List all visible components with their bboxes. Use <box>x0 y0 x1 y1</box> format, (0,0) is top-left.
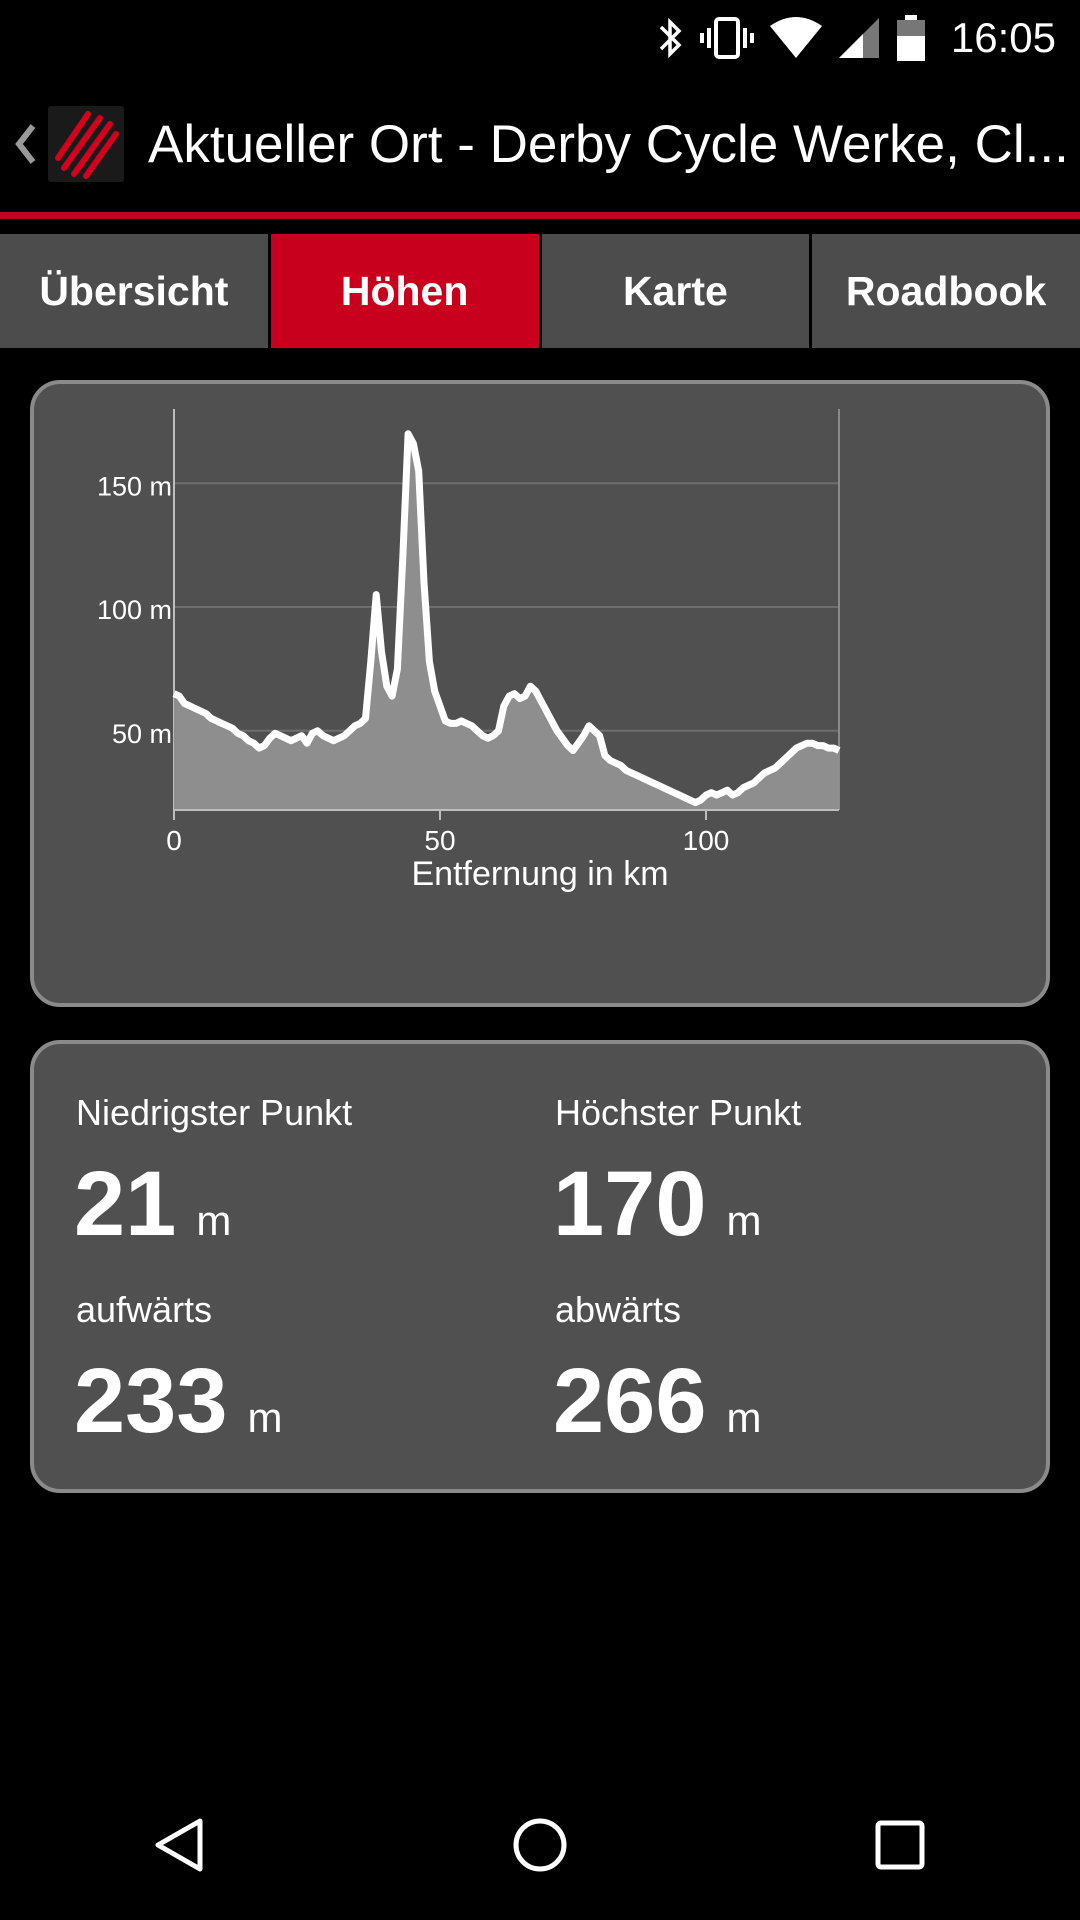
x-tick-label: 50 <box>424 825 455 856</box>
highest-point-value: 170 m <box>553 1152 762 1257</box>
y-tick-label: 150 m <box>97 471 172 501</box>
nav-recents-icon[interactable] <box>840 1785 960 1905</box>
nav-home-icon[interactable] <box>480 1785 600 1905</box>
y-tick-label: 100 m <box>97 595 172 625</box>
tab-uebersicht[interactable]: Übersicht <box>0 234 268 348</box>
y-tick-label: 50 m <box>112 719 172 749</box>
tab-karte[interactable]: Karte <box>541 234 810 348</box>
tab-hoehen[interactable]: Höhen <box>270 234 539 348</box>
tab-roadbook[interactable]: Roadbook <box>812 234 1080 348</box>
status-time: 16:05 <box>950 13 1056 61</box>
nav-back-icon[interactable] <box>120 1785 240 1905</box>
highest-point-label: Höchster Punkt <box>555 1092 802 1133</box>
lowest-point-unit: m <box>196 1197 232 1244</box>
ascent-unit: m <box>247 1394 283 1441</box>
signal-icon <box>837 16 881 60</box>
ascent-value: 233 m <box>74 1349 283 1454</box>
system-nav-bar <box>0 1770 1080 1920</box>
vibrate-icon <box>699 15 755 61</box>
app-logo-icon[interactable] <box>48 106 124 182</box>
accent-divider <box>0 212 1080 219</box>
elevation-area <box>174 433 839 810</box>
tab-bar: Übersicht Höhen Karte Roadbook <box>0 234 1080 348</box>
x-axis-title: Entfernung in km <box>411 855 668 893</box>
battery-icon <box>895 14 927 62</box>
app-bar: Aktueller Ort - Derby Cycle Werke, Cl... <box>0 75 1080 213</box>
wifi-icon <box>769 16 823 60</box>
chevron-left-icon[interactable] <box>4 75 46 213</box>
highest-point-unit: m <box>726 1197 762 1244</box>
x-tick-label: 100 <box>683 825 730 856</box>
x-tick-label: 0 <box>166 825 182 856</box>
lowest-point-number: 21 <box>74 1153 177 1255</box>
page-title: Aktueller Ort - Derby Cycle Werke, Cl... <box>148 114 1068 174</box>
ascent-label: aufwärts <box>76 1289 213 1330</box>
highest-point-number: 170 <box>553 1153 707 1255</box>
descent-number: 266 <box>553 1350 707 1452</box>
descent-label: abwärts <box>555 1289 682 1330</box>
elevation-stats-card: Niedrigster Punkt 21 m Höchster Punkt 170… <box>30 1040 1050 1493</box>
lowest-point-value: 21 m <box>74 1152 231 1257</box>
elevation-chart: 50 m 100 m 150 m 0 50 100 Entfernung in km <box>97 409 841 893</box>
descent-unit: m <box>726 1394 762 1441</box>
bluetooth-icon <box>655 15 685 61</box>
status-bar: 16:05 <box>0 0 1080 75</box>
ascent-number: 233 <box>74 1350 228 1452</box>
descent-value: 266 m <box>553 1349 762 1454</box>
elevation-line <box>172 430 841 807</box>
elevation-chart-card: 50 m 100 m 150 m 0 50 100 Entfernung in km <box>30 380 1050 1007</box>
lowest-point-label: Niedrigster Punkt <box>76 1092 353 1133</box>
